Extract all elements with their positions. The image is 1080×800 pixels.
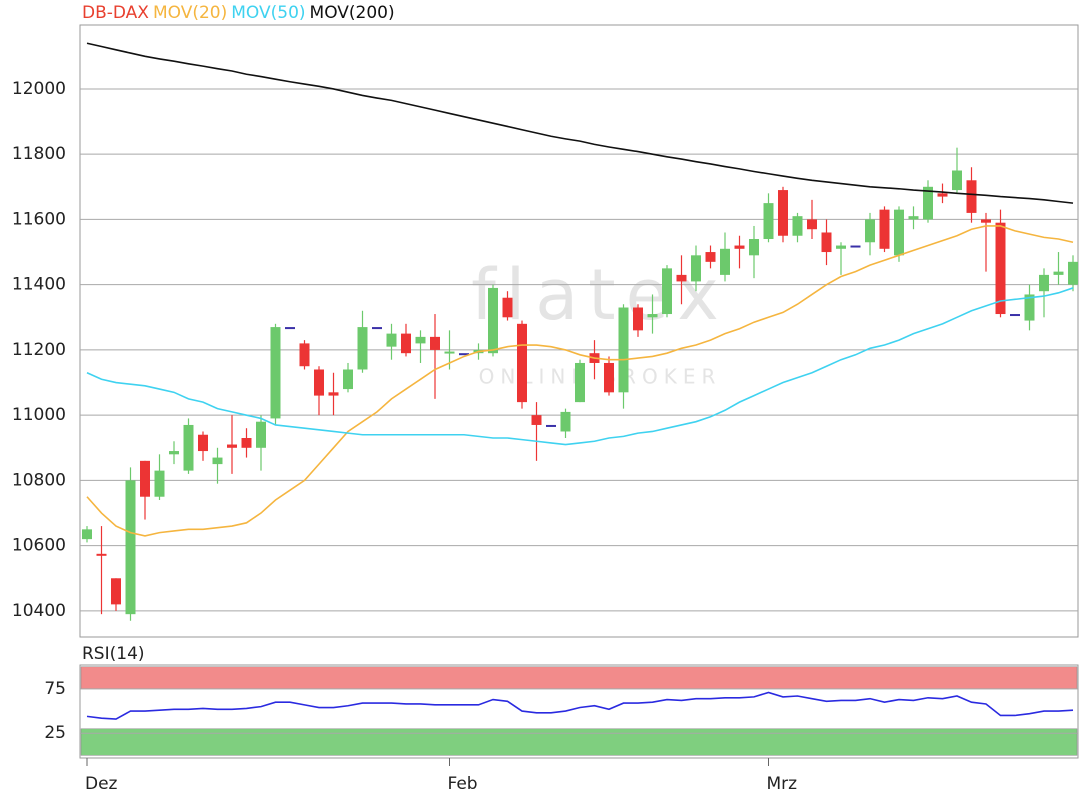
candle-body [647, 314, 658, 318]
candle-body [879, 209, 890, 249]
y-tick-label: 11800 [12, 144, 66, 164]
price-panel [79, 24, 1079, 638]
candle-body [401, 333, 411, 354]
candle-body [560, 411, 571, 432]
candle-body [908, 216, 919, 220]
candle-body [459, 353, 469, 356]
y-tick-label: 12000 [12, 79, 66, 99]
candle-body [96, 553, 107, 556]
candle-body [676, 274, 687, 282]
candle-body [270, 327, 281, 419]
candle-body [865, 219, 875, 243]
x-tick-label: Dez [85, 774, 118, 794]
candle-body [430, 336, 440, 350]
candle-body [575, 362, 585, 403]
legend-entry: MOV(50) [231, 3, 305, 23]
y-tick-label: 11400 [12, 275, 66, 295]
candle-body [749, 239, 759, 256]
candle-body [198, 434, 208, 452]
candle-body [952, 170, 962, 191]
candle-body [125, 480, 136, 615]
line [86, 287, 1074, 446]
x-tick-label: Mrz [767, 774, 798, 794]
candle-body [546, 424, 556, 427]
watermark-sub: ONLINE BROKER [479, 365, 722, 389]
candle-body [241, 438, 252, 448]
candle-body [1010, 314, 1020, 317]
candle-body [154, 470, 165, 497]
candle-body [937, 193, 948, 197]
candle-body [82, 529, 92, 540]
candle-body [734, 245, 745, 249]
y-tick-label: 10400 [12, 601, 66, 621]
candle-body [995, 222, 1006, 315]
candle-body [763, 203, 774, 240]
y-tick-label: 75 [44, 679, 66, 699]
candle-body [633, 307, 643, 331]
candle-body [386, 333, 397, 347]
x-tick-label: Feb [448, 774, 478, 794]
candle-body [111, 578, 121, 605]
legend-entry: DB-DAX [82, 3, 149, 23]
candle-body [966, 180, 977, 213]
candle-body [314, 369, 324, 396]
candle-body [981, 219, 991, 223]
candle-body [212, 457, 223, 465]
candle-body [720, 248, 730, 275]
legend: DB-DAX MOV(20) MOV(50) MOV(200) [82, 3, 395, 23]
line [86, 691, 1074, 720]
overbought-zone [80, 666, 1078, 690]
candle-body [618, 307, 629, 393]
candle-body [1068, 261, 1078, 285]
candle-body [169, 451, 179, 455]
y-tick-label: 10600 [12, 536, 66, 556]
candle-body [444, 351, 455, 354]
candle-body [517, 323, 527, 403]
candle-body [705, 252, 716, 262]
candle-body [778, 190, 788, 236]
candle-body [894, 209, 904, 256]
candle-body [140, 460, 150, 497]
candle-body [488, 287, 498, 354]
candle-body [691, 255, 701, 282]
candle-body [299, 343, 310, 367]
candle-body [415, 336, 426, 344]
candle-body [227, 444, 237, 448]
candle-body [1053, 271, 1064, 275]
candle-body [850, 245, 861, 248]
legend-entry: MOV(20) [153, 3, 227, 23]
candle-body [285, 327, 295, 330]
candle-body [372, 327, 382, 330]
candle-body [807, 219, 817, 230]
legend-entry: MOV(200) [310, 3, 395, 23]
y-tick-label: 11200 [12, 340, 66, 360]
legend-entry: RSI(14) [82, 644, 145, 664]
candle-body [256, 421, 266, 448]
line [86, 42, 1074, 204]
line [86, 225, 1074, 537]
candle-body [1024, 294, 1035, 321]
candle-body [328, 392, 339, 396]
candle-body [343, 369, 353, 390]
legend: DB-DAX MOV(20) MOV(50) MOV(200) [82, 3, 395, 23]
candle-body [357, 327, 368, 370]
candle-body [531, 415, 542, 425]
candle-body [821, 232, 832, 253]
candle-body [836, 245, 846, 249]
y-tick-label: 25 [44, 723, 66, 743]
candle-body [183, 424, 194, 471]
candle-body [604, 362, 614, 393]
y-tick-label: 10800 [12, 470, 66, 490]
candle-body [1039, 274, 1049, 292]
candle-body [923, 186, 933, 220]
y-tick-label: 11000 [12, 405, 66, 425]
y-tick-label: 11600 [12, 209, 66, 229]
candle-body [502, 297, 513, 318]
watermark: flatex [471, 254, 729, 336]
candle-body [792, 216, 803, 236]
candle-body [662, 268, 672, 315]
